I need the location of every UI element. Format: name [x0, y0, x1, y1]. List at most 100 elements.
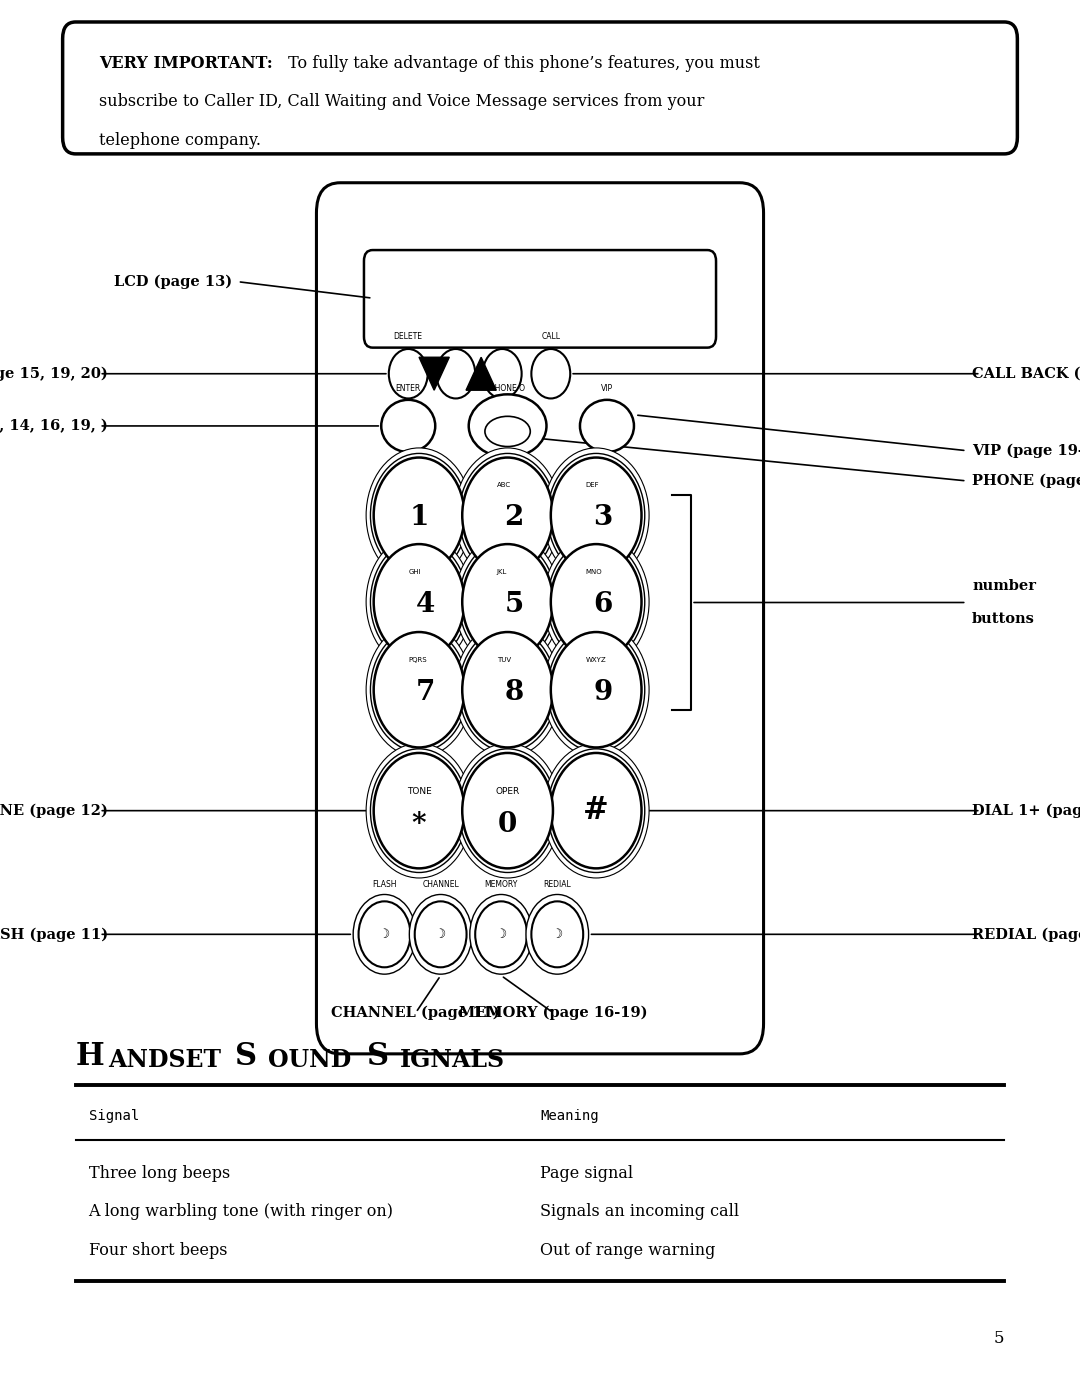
Circle shape [548, 628, 645, 752]
Text: VERY IMPORTANT:: VERY IMPORTANT: [99, 55, 273, 71]
Text: DELETE (page 15, 19, 20): DELETE (page 15, 19, 20) [0, 367, 108, 381]
Circle shape [366, 534, 472, 669]
Text: 5: 5 [504, 591, 524, 618]
Text: CHANNEL: CHANNEL [422, 879, 459, 889]
Text: JKL: JKL [497, 569, 508, 574]
Circle shape [543, 743, 649, 878]
Circle shape [455, 743, 561, 878]
Text: 8: 8 [504, 679, 524, 706]
Circle shape [455, 448, 561, 583]
Circle shape [366, 622, 472, 757]
Text: 2: 2 [504, 504, 524, 532]
Text: VIP (page 19-20): VIP (page 19-20) [972, 444, 1080, 458]
Text: 0: 0 [498, 811, 517, 838]
Circle shape [551, 753, 642, 868]
Text: ☽: ☽ [496, 927, 507, 941]
Text: MEMORY: MEMORY [485, 879, 517, 889]
Circle shape [526, 894, 589, 974]
Text: ABC: ABC [497, 482, 511, 488]
Circle shape [459, 540, 556, 664]
Text: To fully take advantage of this phone’s features, you must: To fully take advantage of this phone’s … [283, 55, 760, 71]
Text: 4: 4 [416, 591, 435, 618]
Text: VIP: VIP [600, 383, 613, 393]
Text: Out of range warning: Out of range warning [540, 1242, 715, 1259]
Ellipse shape [580, 400, 634, 452]
Text: IGNALS: IGNALS [400, 1048, 504, 1072]
Circle shape [459, 628, 556, 752]
Text: ☽: ☽ [379, 927, 390, 941]
Circle shape [470, 894, 532, 974]
Text: PHONE (page 11, 18): PHONE (page 11, 18) [972, 474, 1080, 488]
Text: Signal: Signal [89, 1109, 139, 1123]
Text: WXYZ: WXYZ [585, 657, 606, 662]
Text: ANDSET: ANDSET [108, 1048, 229, 1072]
FancyBboxPatch shape [316, 183, 764, 1054]
Circle shape [374, 544, 464, 660]
Circle shape [475, 901, 527, 967]
Circle shape [370, 749, 468, 872]
Text: DIAL 1+ (page 15, 20): DIAL 1+ (page 15, 20) [972, 804, 1080, 818]
Circle shape [551, 544, 642, 660]
Circle shape [483, 349, 522, 398]
Circle shape [462, 753, 553, 868]
Circle shape [462, 458, 553, 573]
FancyBboxPatch shape [364, 250, 716, 348]
Text: ☽: ☽ [435, 927, 446, 941]
Ellipse shape [485, 416, 530, 447]
Circle shape [531, 901, 583, 967]
Text: Signals an incoming call: Signals an incoming call [540, 1204, 739, 1220]
Circle shape [415, 901, 467, 967]
Text: OPER: OPER [496, 787, 519, 796]
Text: PHONE O: PHONE O [490, 383, 525, 393]
Circle shape [551, 632, 642, 747]
Polygon shape [467, 357, 497, 390]
Circle shape [543, 448, 649, 583]
Text: S: S [367, 1040, 389, 1072]
Text: REDIAL: REDIAL [543, 879, 571, 889]
Ellipse shape [469, 394, 546, 458]
Circle shape [370, 453, 468, 577]
Text: OUND: OUND [268, 1048, 360, 1072]
Text: LCD (page 13): LCD (page 13) [114, 275, 232, 289]
Circle shape [409, 894, 472, 974]
Text: TUV: TUV [497, 657, 511, 662]
Circle shape [548, 453, 645, 577]
Polygon shape [419, 357, 449, 390]
Text: ☽: ☽ [552, 927, 563, 941]
Text: DEF: DEF [585, 482, 599, 488]
Circle shape [370, 540, 468, 664]
Text: CHANNEL (page 11): CHANNEL (page 11) [332, 1006, 500, 1020]
Text: 3: 3 [593, 504, 612, 532]
Text: FLASH: FLASH [373, 879, 396, 889]
Circle shape [531, 349, 570, 398]
Circle shape [455, 622, 561, 757]
Text: REDIAL (page 11): REDIAL (page 11) [972, 927, 1080, 941]
Text: 1: 1 [409, 504, 429, 532]
Text: Three long beeps: Three long beeps [89, 1165, 230, 1182]
Text: MNO: MNO [585, 569, 602, 574]
Text: ENTER: ENTER [395, 383, 421, 393]
Text: FLASH (page 11): FLASH (page 11) [0, 927, 108, 941]
Circle shape [374, 458, 464, 573]
Text: Four short beeps: Four short beeps [89, 1242, 227, 1259]
Ellipse shape [381, 400, 435, 452]
Text: CALL BACK (page 15, 20): CALL BACK (page 15, 20) [972, 367, 1080, 381]
Text: #: # [583, 796, 609, 826]
Circle shape [459, 453, 556, 577]
Circle shape [353, 894, 416, 974]
Text: CALL: CALL [541, 331, 561, 341]
Text: ENTER (page 10, 14, 16, 19, ): ENTER (page 10, 14, 16, 19, ) [0, 419, 108, 433]
Circle shape [462, 632, 553, 747]
Circle shape [374, 753, 464, 868]
Text: A long warbling tone (with ringer on): A long warbling tone (with ringer on) [89, 1204, 393, 1220]
Circle shape [374, 632, 464, 747]
Text: 5: 5 [994, 1330, 1004, 1347]
Circle shape [436, 349, 475, 398]
Circle shape [543, 534, 649, 669]
Text: Page signal: Page signal [540, 1165, 633, 1182]
FancyBboxPatch shape [63, 22, 1017, 154]
Text: telephone company.: telephone company. [99, 132, 261, 148]
Text: DELETE: DELETE [394, 331, 422, 341]
Circle shape [366, 448, 472, 583]
Text: TONE: TONE [407, 787, 431, 796]
